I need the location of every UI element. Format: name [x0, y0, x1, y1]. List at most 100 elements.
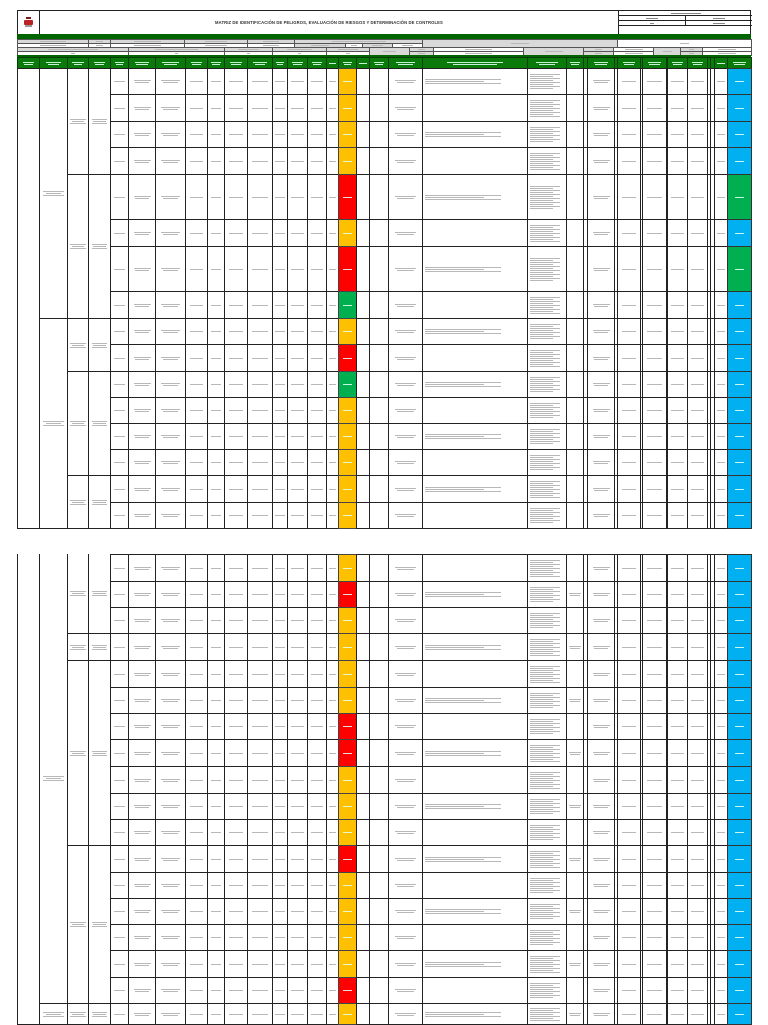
table-cell	[587, 977, 615, 1004]
table-cell	[687, 219, 708, 247]
table-cell	[566, 147, 584, 175]
table-cell	[667, 845, 688, 873]
table-cell	[714, 147, 728, 175]
table-cell	[356, 147, 370, 175]
table-cell	[369, 845, 389, 873]
table-cell	[207, 423, 225, 450]
table-cell	[128, 174, 156, 220]
risk-level-cell	[338, 793, 357, 820]
table-cell	[667, 318, 688, 345]
table-cell	[642, 423, 667, 450]
table-cell	[687, 687, 708, 714]
table-cell	[642, 766, 667, 794]
table-cell	[224, 94, 248, 122]
table-cell	[272, 554, 288, 582]
table-cell	[617, 713, 641, 740]
group-cell	[67, 554, 89, 634]
table-cell	[642, 291, 667, 319]
table-cell	[566, 246, 584, 292]
table-cell	[155, 633, 186, 661]
table-cell	[272, 68, 288, 95]
group-cell	[88, 68, 111, 175]
table-cell	[207, 371, 225, 398]
table-cell	[587, 581, 615, 608]
table-cell	[587, 318, 615, 345]
table-cell	[687, 977, 708, 1004]
table-cell	[247, 423, 273, 450]
table-cell	[155, 739, 186, 767]
table-cell	[687, 147, 708, 175]
table-cell	[247, 397, 273, 424]
table-cell	[155, 291, 186, 319]
risk-level-cell	[338, 174, 357, 220]
table-cell	[185, 219, 208, 247]
table-cell	[207, 318, 225, 345]
table-cell	[422, 924, 528, 951]
acceptability-cell	[727, 819, 752, 846]
table-cell	[185, 739, 208, 767]
table-cell	[714, 977, 728, 1004]
table-cell	[356, 687, 370, 714]
table-cell	[110, 475, 129, 503]
table-cell	[388, 147, 423, 175]
table-cell	[566, 766, 584, 794]
table-cell	[566, 607, 584, 634]
risk-level-cell	[338, 246, 357, 292]
table-cell	[369, 607, 389, 634]
table-cell	[155, 898, 186, 925]
table-cell	[388, 766, 423, 794]
risk-level-cell	[338, 1003, 357, 1025]
green-band	[17, 55, 751, 57]
table-cell	[388, 687, 423, 714]
table-cell	[287, 898, 308, 925]
table-cell	[247, 845, 273, 873]
controls-description-cell	[527, 872, 567, 899]
table-cell	[617, 246, 641, 292]
table-cell	[247, 121, 273, 148]
table-cell	[687, 845, 708, 873]
table-cell	[287, 502, 308, 529]
risk-level-cell	[338, 344, 357, 372]
table-cell	[307, 581, 327, 608]
table-cell	[307, 68, 327, 95]
table-cell	[714, 219, 728, 247]
table-cell	[207, 607, 225, 634]
acceptability-cell	[727, 581, 752, 608]
table-cell	[224, 713, 248, 740]
controls-description-cell	[527, 246, 567, 292]
table-cell	[687, 739, 708, 767]
risk-level-cell	[338, 475, 357, 503]
table-cell	[422, 219, 528, 247]
table-cell	[422, 475, 528, 503]
table-cell	[207, 397, 225, 424]
table-cell	[388, 475, 423, 503]
table-cell	[185, 872, 208, 899]
table-cell	[369, 581, 389, 608]
acceptability-cell	[727, 554, 752, 582]
table-cell	[369, 344, 389, 372]
table-cell	[272, 1003, 288, 1025]
table-cell	[587, 397, 615, 424]
table-cell	[642, 449, 667, 476]
table-cell	[566, 371, 584, 398]
table-cell	[224, 397, 248, 424]
table-cell	[128, 633, 156, 661]
table-cell	[617, 581, 641, 608]
table-cell	[667, 924, 688, 951]
table-cell	[617, 845, 641, 873]
risk-level-cell	[338, 94, 357, 122]
controls-description-cell	[527, 924, 567, 951]
table-cell	[617, 475, 641, 503]
table-cell	[185, 174, 208, 220]
table-cell	[369, 633, 389, 661]
table-cell	[642, 793, 667, 820]
group-cell	[67, 845, 89, 1004]
table-cell	[587, 687, 615, 714]
table-cell	[642, 246, 667, 292]
table-cell	[642, 397, 667, 424]
controls-description-cell	[527, 371, 567, 398]
table-cell	[155, 924, 186, 951]
table-cell	[128, 94, 156, 122]
risk-level-cell	[338, 739, 357, 767]
table-cell	[714, 68, 728, 95]
